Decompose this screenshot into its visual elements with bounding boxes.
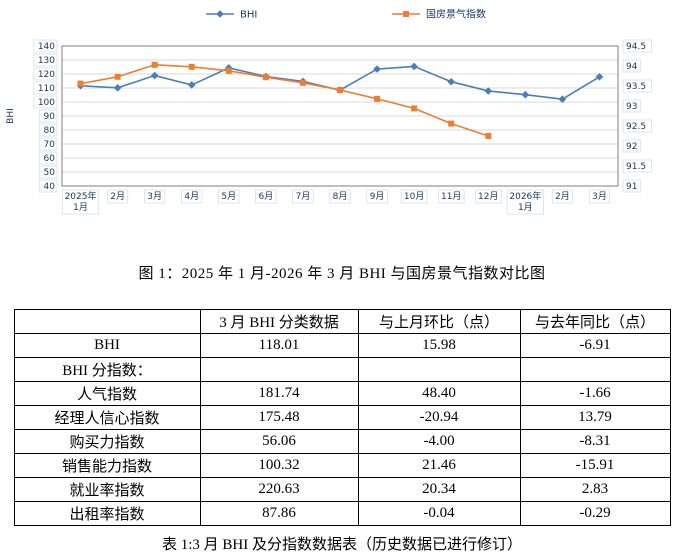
row-value: 13.79 [519,405,671,430]
svg-text:100: 100 [38,98,55,108]
svg-text:93: 93 [626,102,637,112]
table-row: BHI 分指数： [13,357,671,382]
svg-text:94.5: 94.5 [626,42,646,52]
table-row: 就业率指数 220.63 20.34 2.83 [13,477,671,502]
svg-text:93.5: 93.5 [626,82,646,92]
table-row: BHI 118.01 15.98 -6.91 [13,333,671,358]
table-row: 经理人信心指数 175.48 -20.94 13.79 [13,405,671,430]
svg-text:6月: 6月 [258,191,273,202]
svg-text:10月: 10月 [404,191,424,202]
row-value: 87.86 [199,501,359,526]
row-value: 2.83 [519,477,671,502]
row-label: BHI 分指数： [13,357,201,382]
row-label: 人气指数 [13,381,201,406]
svg-text:3月: 3月 [592,191,607,202]
svg-text:1月: 1月 [518,202,533,213]
row-value: -20.94 [357,405,521,430]
row-value [357,357,521,382]
svg-text:国房景气指数: 国房景气指数 [426,8,486,21]
svg-text:90: 90 [44,112,56,122]
row-value: 118.01 [199,333,359,358]
row-label: 购买力指数 [13,429,201,454]
svg-text:2025年: 2025年 [65,190,97,202]
row-value: 100.32 [199,453,359,478]
row-label: 出租率指数 [13,501,201,526]
svg-text:1月: 1月 [73,202,88,213]
row-label: BHI [13,333,201,358]
table-row: 出租率指数 87.86 -0.04 -0.29 [13,501,671,526]
svg-text:80: 80 [44,126,56,136]
svg-text:40: 40 [44,182,56,192]
svg-text:50: 50 [44,168,56,178]
svg-text:94: 94 [626,62,638,72]
svg-text:11月: 11月 [441,191,461,202]
row-label: 就业率指数 [13,477,201,502]
svg-text:BHI: BHI [240,10,257,21]
svg-text:91.5: 91.5 [626,162,646,172]
row-value: 181.74 [199,381,359,406]
row-value: -15.91 [519,453,671,478]
row-value [199,357,359,382]
table-row: 销售能力指数 100.32 21.46 -15.91 [13,453,671,478]
table-row: 购买力指数 56.06 -4.00 -8.31 [13,429,671,454]
svg-text:BHI: BHI [6,108,16,124]
row-value: -8.31 [519,429,671,454]
row-value: -4.00 [357,429,521,454]
series-0 [76,62,604,103]
svg-text:110: 110 [38,84,55,94]
table-caption: 表 1:3 月 BHI 及分指数数据表（历史数据已进行修订） [161,537,522,553]
svg-text:2026年: 2026年 [509,190,541,202]
row-value: 20.34 [357,477,521,502]
row-value: 56.06 [199,429,359,454]
row-value [519,357,671,382]
row-value: -1.66 [519,381,671,406]
table-row: 人气指数 181.74 48.40 -1.66 [13,381,671,406]
row-value: -0.29 [519,501,671,526]
row-value: 220.63 [199,477,359,502]
svg-text:60: 60 [44,154,56,164]
svg-text:3月: 3月 [147,191,162,202]
svg-text:92.5: 92.5 [626,122,646,132]
svg-text:130: 130 [38,56,55,66]
header-yoy-change: 与去年同比（点） [519,309,671,334]
svg-text:70: 70 [44,140,56,150]
series-1 [77,61,492,139]
svg-text:5月: 5月 [221,191,236,202]
row-label: 经理人信心指数 [13,405,201,430]
figure-caption: 图 1：2025 年 1 月-2026 年 3 月 BHI 与国房景气指数对比图 [138,266,546,282]
svg-text:140: 140 [38,42,55,52]
table-header-row: 3 月 BHI 分类数据 与上月环比（点） 与去年同比（点） [13,309,671,334]
header-empty [13,309,201,334]
header-march-data: 3 月 BHI 分类数据 [199,309,359,334]
svg-text:92: 92 [626,142,637,152]
svg-text:4月: 4月 [184,191,199,202]
row-value: 21.46 [357,453,521,478]
bhi-comparison-chart: 40 50 60 70 80 90 100 110 120 130 140 91 91.5 92 92.5 9… [0,0,684,232]
row-value: -6.91 [519,333,671,358]
header-mom-change: 与上月环比（点） [357,309,521,334]
svg-text:12月: 12月 [478,191,498,202]
row-value: 175.48 [199,405,359,430]
row-label: 销售能力指数 [13,453,201,478]
line-chart-canvas: 40 50 60 70 80 90 100 110 120 130 140 91 91.5 92 92.5 9… [6,8,652,215]
row-value: 48.40 [357,381,521,406]
svg-text:9月: 9月 [370,191,385,202]
row-value: -0.04 [357,501,521,526]
svg-text:2月: 2月 [110,191,125,202]
bhi-data-table: 3 月 BHI 分类数据 与上月环比（点） 与去年同比（点） BHI 118.0… [13,309,671,526]
svg-text:120: 120 [38,70,55,80]
svg-text:7月: 7月 [296,191,311,202]
row-value: 15.98 [357,333,521,358]
svg-text:8月: 8月 [333,191,348,202]
svg-text:91: 91 [626,182,637,192]
svg-text:2月: 2月 [555,191,570,202]
